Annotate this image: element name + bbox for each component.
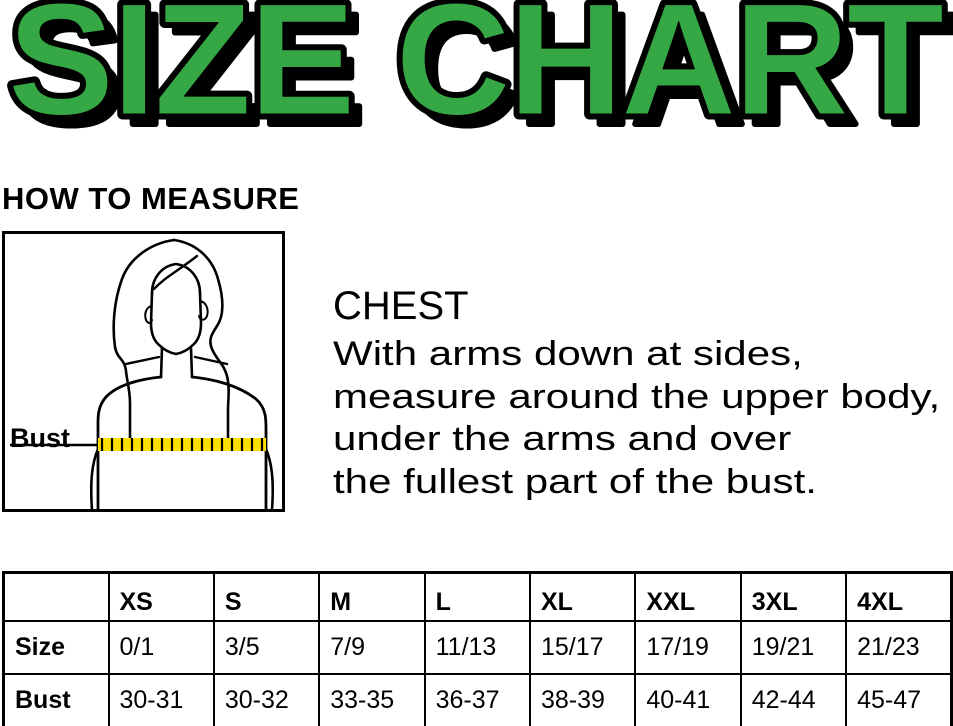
svg-text:SIZE CHART: SIZE CHART [8, 0, 943, 136]
svg-text:Bust: Bust [10, 423, 70, 453]
